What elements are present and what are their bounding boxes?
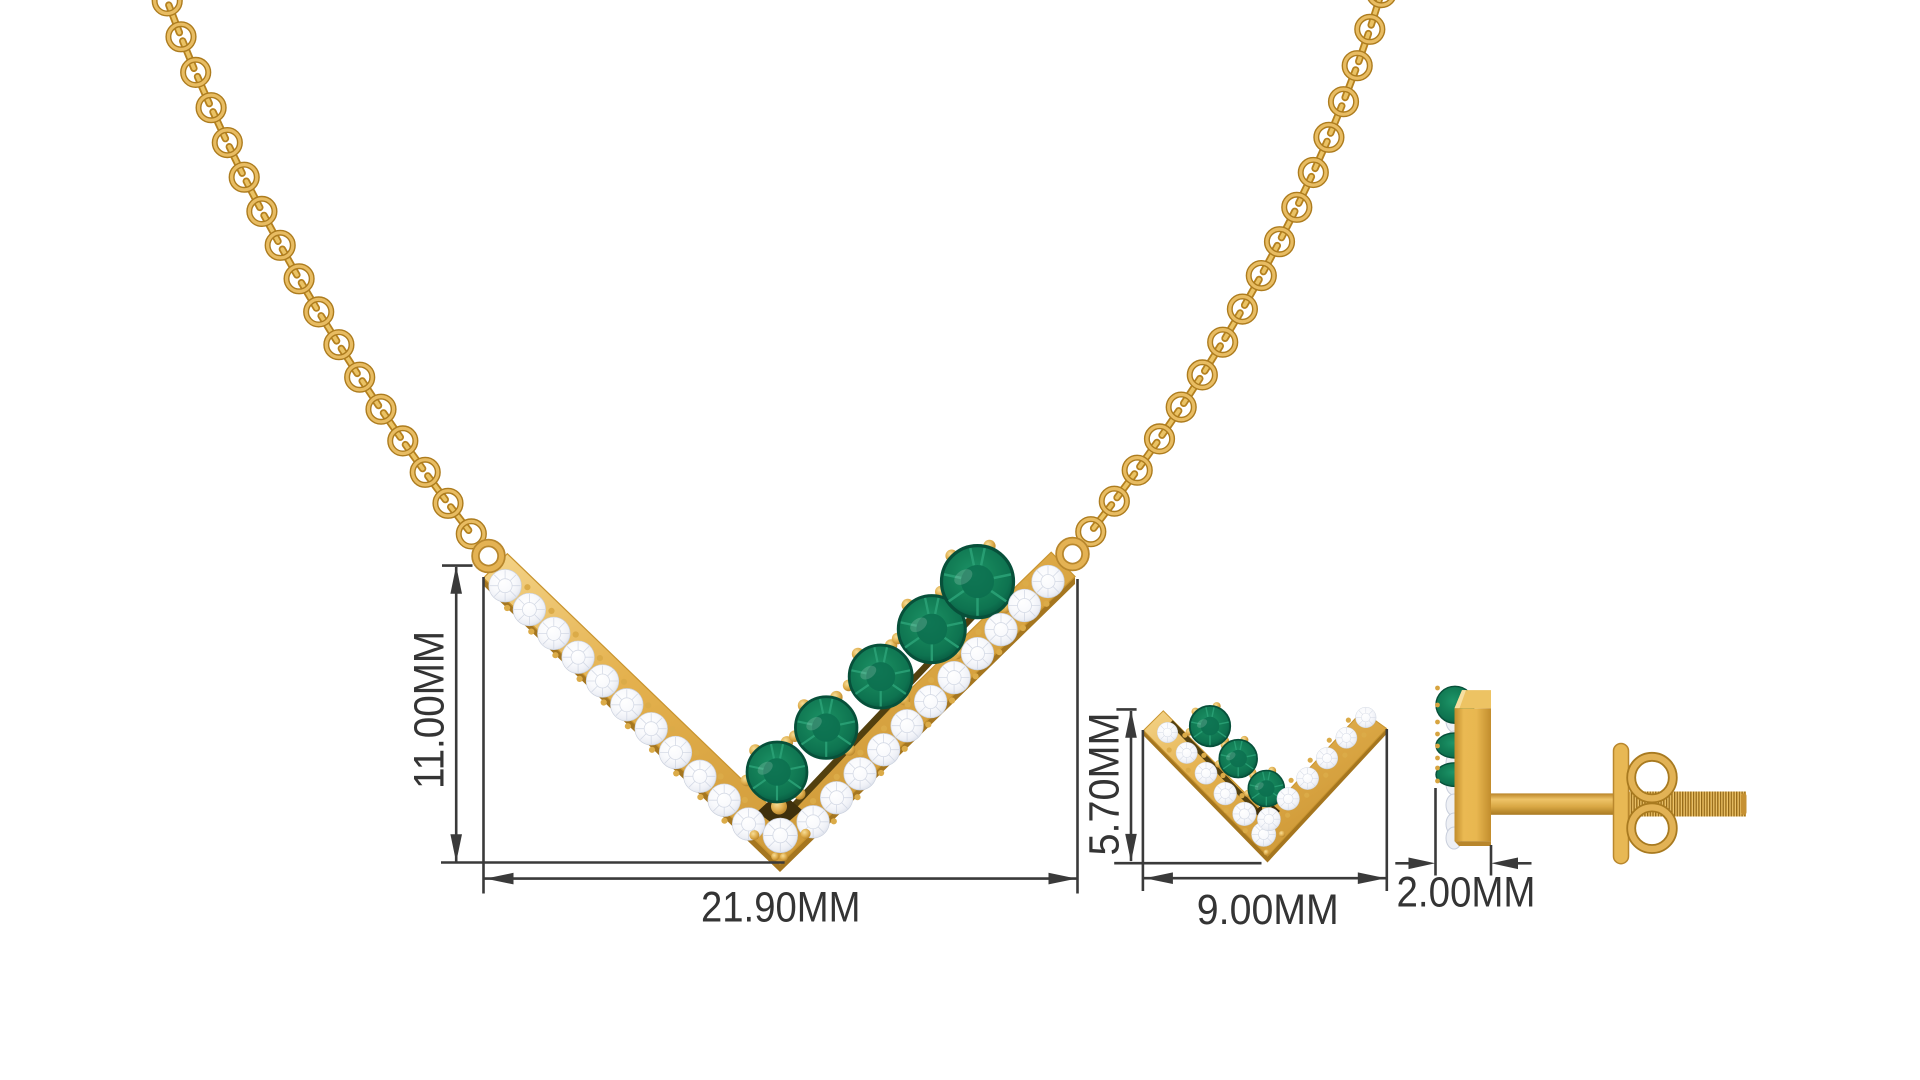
svg-text:11.00MM: 11.00MM <box>406 631 454 789</box>
svg-text:9.00MM: 9.00MM <box>1197 886 1339 934</box>
svg-text:21.90MM: 21.90MM <box>701 883 861 931</box>
svg-text:2.00MM: 2.00MM <box>1397 869 1536 917</box>
svg-text:5.70MM: 5.70MM <box>1081 713 1129 856</box>
